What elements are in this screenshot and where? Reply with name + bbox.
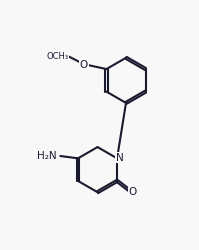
- Text: O: O: [128, 186, 137, 196]
- Text: O: O: [80, 60, 88, 70]
- Text: OCH₃: OCH₃: [46, 52, 68, 60]
- Text: N: N: [116, 153, 124, 163]
- Text: H₂N: H₂N: [37, 151, 57, 161]
